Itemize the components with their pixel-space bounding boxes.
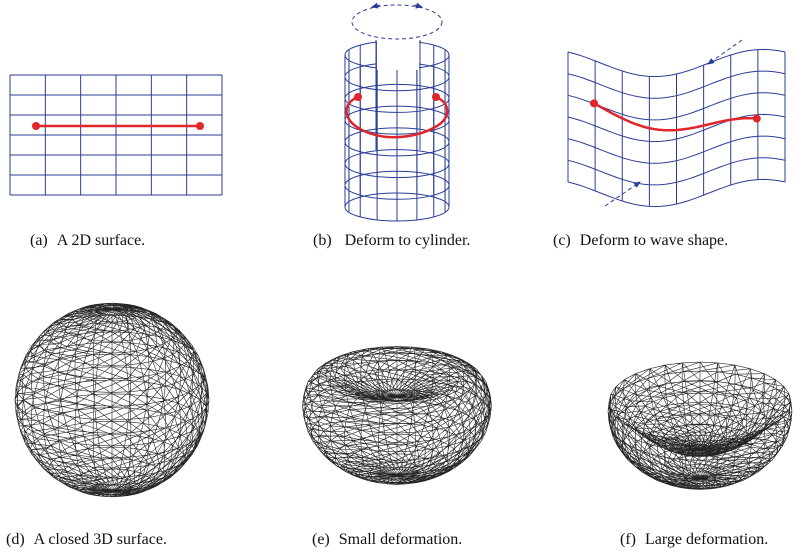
point: [32, 122, 40, 130]
caption-label: (a): [30, 232, 48, 249]
caption-label: (b): [313, 232, 332, 249]
caption-label: (e): [312, 531, 330, 548]
point: [753, 115, 761, 123]
caption-label: (d): [6, 531, 25, 548]
point: [196, 122, 204, 130]
wireframe: [608, 362, 792, 489]
bowl-mesh: [608, 362, 792, 489]
wireframe: [15, 303, 209, 497]
caption: (c) Deform to wave shape.: [553, 230, 728, 252]
point: [432, 93, 440, 101]
caption: (f) Large deformation.: [620, 529, 768, 551]
flat-grid: [10, 75, 222, 195]
figure: (a) A 2D surface. (b) Deform to cylinder.…: [0, 0, 808, 554]
caption-text: Large deformation.: [645, 531, 768, 548]
illustrations: [0, 0, 808, 554]
wave-surface: [568, 40, 785, 207]
wireframe: [303, 347, 492, 485]
caption: (e) Small deformation.: [312, 529, 462, 551]
caption-text: Small deformation.: [339, 531, 463, 548]
caption-text: Deform to cylinder.: [345, 232, 471, 249]
cylinder: [345, 5, 449, 221]
grid-line: [568, 49, 785, 76]
slit: [377, 40, 419, 70]
caption-text: A closed 3D surface.: [34, 531, 167, 548]
geodesic: [594, 103, 757, 130]
dented-mesh: [303, 347, 492, 485]
caption: (d) A closed 3D surface.: [6, 529, 167, 551]
caption-label: (f): [620, 531, 636, 548]
force-arrow: [708, 40, 742, 64]
caption-text: A 2D surface.: [57, 232, 145, 249]
rotation-hint: [352, 5, 442, 39]
caption-label: (c): [553, 232, 571, 249]
sphere-mesh: [15, 303, 209, 497]
caption-text: Deform to wave shape.: [580, 232, 728, 249]
caption: (b) Deform to cylinder.: [313, 230, 485, 252]
point: [590, 99, 598, 107]
point: [354, 93, 362, 101]
caption: (a) A 2D surface.: [30, 230, 145, 252]
